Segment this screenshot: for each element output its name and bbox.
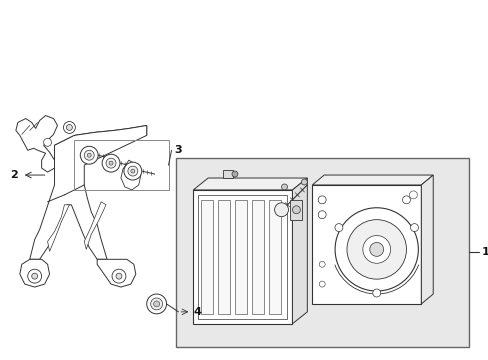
Circle shape: [66, 125, 72, 130]
Circle shape: [334, 224, 342, 231]
Circle shape: [408, 191, 417, 199]
Polygon shape: [193, 178, 306, 190]
Circle shape: [146, 294, 166, 314]
Circle shape: [281, 184, 287, 190]
Text: 1: 1: [481, 247, 488, 257]
Polygon shape: [20, 259, 49, 287]
Circle shape: [28, 269, 41, 283]
Text: 4: 4: [193, 307, 201, 317]
Bar: [176, 158, 468, 347]
Circle shape: [410, 224, 418, 231]
Polygon shape: [193, 190, 292, 324]
Circle shape: [32, 273, 38, 279]
Polygon shape: [268, 200, 280, 314]
Circle shape: [362, 235, 390, 263]
Circle shape: [274, 203, 288, 217]
Polygon shape: [30, 126, 146, 259]
Polygon shape: [312, 185, 421, 304]
Circle shape: [318, 196, 325, 204]
Circle shape: [292, 206, 300, 214]
Circle shape: [63, 122, 75, 134]
Polygon shape: [312, 175, 432, 185]
Circle shape: [106, 158, 116, 168]
Circle shape: [112, 269, 125, 283]
Circle shape: [131, 169, 135, 173]
Circle shape: [102, 154, 120, 172]
Circle shape: [109, 161, 113, 165]
Circle shape: [128, 166, 138, 176]
Polygon shape: [292, 178, 306, 324]
Circle shape: [116, 273, 122, 279]
Circle shape: [43, 138, 51, 146]
Polygon shape: [421, 175, 432, 304]
Circle shape: [319, 261, 325, 267]
Circle shape: [402, 196, 409, 204]
Polygon shape: [121, 160, 141, 190]
Polygon shape: [55, 126, 146, 165]
Text: 2: 2: [10, 170, 18, 180]
Circle shape: [301, 179, 306, 185]
Polygon shape: [251, 200, 263, 314]
Circle shape: [369, 242, 383, 256]
Circle shape: [84, 150, 94, 160]
Polygon shape: [218, 200, 229, 314]
Polygon shape: [84, 202, 106, 249]
Polygon shape: [201, 200, 213, 314]
Circle shape: [334, 208, 418, 291]
Circle shape: [319, 281, 325, 287]
Circle shape: [318, 211, 325, 219]
Circle shape: [150, 298, 162, 310]
Circle shape: [153, 301, 159, 307]
Circle shape: [346, 220, 406, 279]
Bar: [198, 195, 287, 319]
Circle shape: [231, 171, 238, 177]
Text: 3: 3: [174, 145, 182, 155]
Circle shape: [372, 289, 380, 297]
Polygon shape: [47, 205, 69, 251]
Polygon shape: [97, 259, 136, 287]
Bar: [290, 200, 302, 220]
Polygon shape: [234, 200, 246, 314]
Circle shape: [80, 146, 98, 164]
Polygon shape: [16, 116, 58, 172]
Circle shape: [87, 153, 91, 157]
Bar: [223, 170, 232, 178]
Circle shape: [123, 162, 142, 180]
